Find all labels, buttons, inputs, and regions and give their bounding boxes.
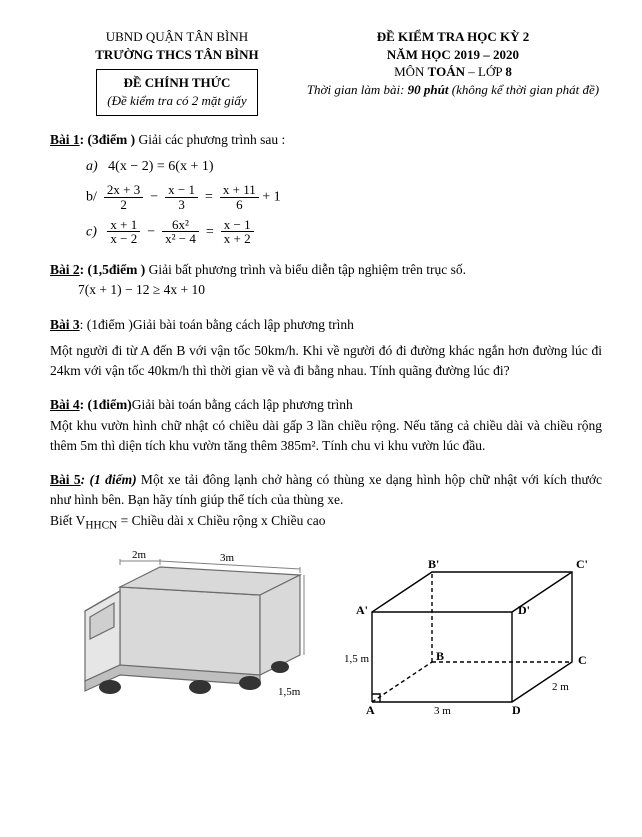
bai1-a: a) 4(x − 2) = 6(x + 1) <box>86 156 602 177</box>
figure-row: 2m 3m 1,5m <box>50 542 602 717</box>
truck-dim-15m: 1,5m <box>278 686 301 698</box>
svg-text:C: C <box>578 653 587 667</box>
svg-text:D': D' <box>518 603 530 617</box>
bai3-body: Một người đi từ A đến B với vận tốc 50km… <box>50 341 602 382</box>
bai5: Bài 5: (1 điểm) Một xe tải đông lạnh chở… <box>50 470 602 534</box>
bai1-b: b/ 2x + 32 − x − 13 = x + 116 + 1 <box>86 183 602 211</box>
bai1-c: c) x + 1x − 2 − 6x²x² − 4 = x − 1x + 2 <box>86 218 602 246</box>
bai3-label: Bài 3 <box>50 317 80 332</box>
cuboid-figure: B' C' A' D' B C A D 1,5 m 3 m 2 m <box>342 542 602 717</box>
svg-text:C': C' <box>576 557 588 571</box>
bai3: Bài 3: (1điểm )Giải bài toán bằng cách l… <box>50 315 602 382</box>
truck-dim-2m: 2m <box>132 549 147 561</box>
title-line3: MÔN TOÁN – LỚP 8 <box>304 63 602 81</box>
bai5-label: Bài 5 <box>50 472 81 487</box>
truck-dim-3m: 3m <box>220 552 235 564</box>
cuboid-h: 1,5 m <box>344 653 370 665</box>
svg-text:A: A <box>366 703 375 717</box>
cuboid-w: 3 m <box>434 705 451 717</box>
bai1-label: Bài 1 <box>50 132 80 147</box>
bai2: Bài 2: (1,5điểm ) Giải bất phương trình … <box>50 260 602 301</box>
svg-text:A': A' <box>356 603 368 617</box>
official-title: ĐỀ CHÍNH THỨC <box>107 74 246 92</box>
header: UBND QUẬN TÂN BÌNH TRƯỜNG THCS TÂN BÌNH … <box>50 28 602 116</box>
org-line2: TRƯỜNG THCS TÂN BÌNH <box>50 46 304 64</box>
cuboid-d: 2 m <box>552 681 569 693</box>
title-line1: ĐỀ KIỂM TRA HỌC KỲ 2 <box>304 28 602 46</box>
bai2-eq: 7(x + 1) − 12 ≥ 4x + 10 <box>78 280 602 300</box>
title-line4: Thời gian làm bài: 90 phút (không kể thờ… <box>304 81 602 99</box>
official-note: (Đề kiểm tra có 2 mặt giấy <box>107 92 246 110</box>
exam-page: UBND QUẬN TÂN BÌNH TRƯỜNG THCS TÂN BÌNH … <box>0 0 642 737</box>
bai4-body: Một khu vườn hình chữ nhật có chiều dài … <box>50 416 602 457</box>
svg-text:B': B' <box>428 557 439 571</box>
bai2-label: Bài 2 <box>50 262 80 277</box>
org-line1: UBND QUẬN TÂN BÌNH <box>50 28 304 46</box>
svg-text:D: D <box>512 703 521 717</box>
title-line2: NĂM HỌC 2019 – 2020 <box>304 46 602 64</box>
bai5-formula: Biết VHHCN = Chiều dài x Chiều rộng x Ch… <box>50 511 602 535</box>
bai1: Bài 1: (3điểm ) Giải các phương trình sa… <box>50 130 602 246</box>
header-left: UBND QUẬN TÂN BÌNH TRƯỜNG THCS TÂN BÌNH … <box>50 28 304 116</box>
svg-text:B: B <box>436 649 444 663</box>
bai4: Bài 4: (1điểm)Giải bài toán bằng cách lậ… <box>50 395 602 456</box>
official-box: ĐỀ CHÍNH THỨC (Đề kiểm tra có 2 mặt giấy <box>96 69 257 116</box>
truck-figure: 2m 3m 1,5m <box>50 547 305 717</box>
header-right: ĐỀ KIỂM TRA HỌC KỲ 2 NĂM HỌC 2019 – 2020… <box>304 28 602 116</box>
bai4-label: Bài 4 <box>50 397 80 412</box>
